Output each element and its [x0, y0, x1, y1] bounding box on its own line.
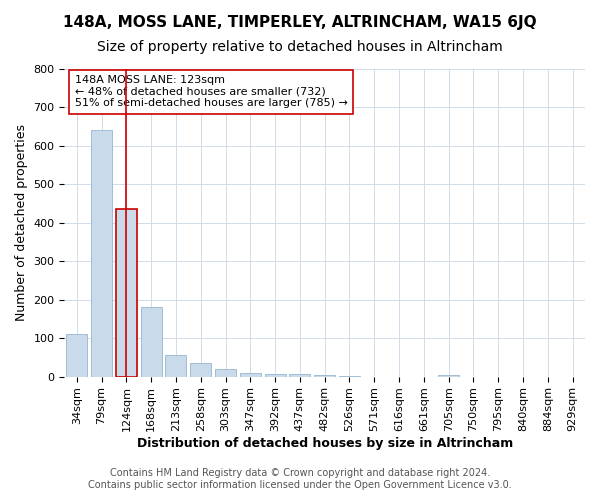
Text: Size of property relative to detached houses in Altrincham: Size of property relative to detached ho… [97, 40, 503, 54]
Bar [140, 308, 162, 376]
Bar [240, 373, 261, 376]
Bar [66, 334, 88, 376]
X-axis label: Distribution of detached houses by size in Altrincham: Distribution of detached houses by size … [137, 437, 513, 450]
Bar [91, 130, 112, 376]
Text: 148A, MOSS LANE, TIMPERLEY, ALTRINCHAM, WA15 6JQ: 148A, MOSS LANE, TIMPERLEY, ALTRINCHAM, … [63, 15, 537, 30]
Bar [190, 363, 211, 376]
Text: Contains HM Land Registry data © Crown copyright and database right 2024.
Contai: Contains HM Land Registry data © Crown c… [88, 468, 512, 490]
Text: 148A MOSS LANE: 123sqm
← 48% of detached houses are smaller (732)
51% of semi-de: 148A MOSS LANE: 123sqm ← 48% of detached… [75, 75, 347, 108]
Bar [116, 210, 137, 376]
Bar [215, 369, 236, 376]
Bar [265, 374, 286, 376]
Bar [166, 356, 187, 376]
Y-axis label: Number of detached properties: Number of detached properties [15, 124, 28, 322]
Bar [289, 374, 310, 376]
